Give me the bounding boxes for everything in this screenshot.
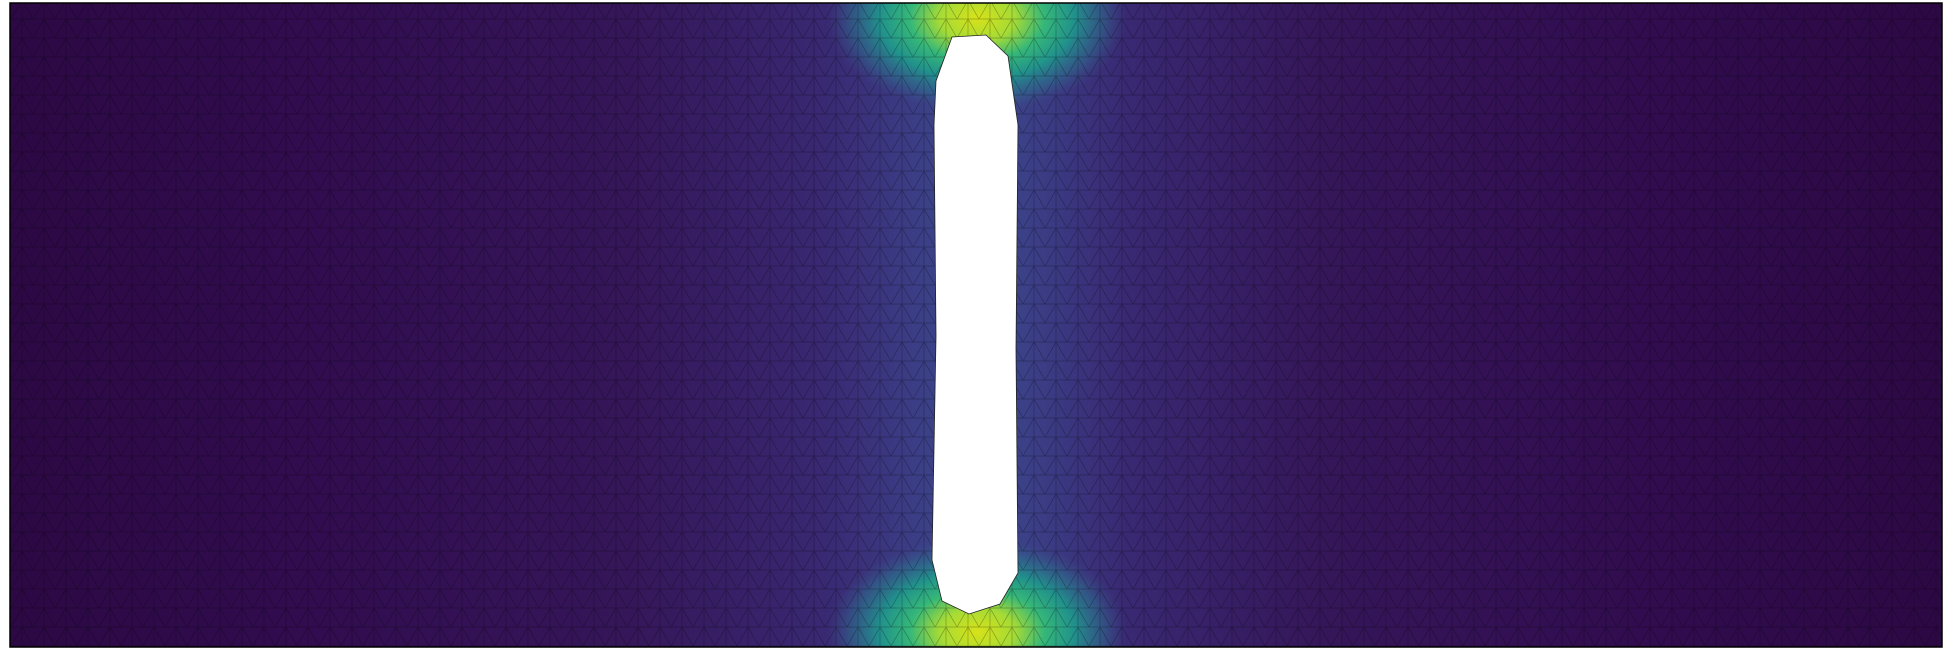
hole <box>931 34 1019 615</box>
plate-border <box>9 2 1943 648</box>
